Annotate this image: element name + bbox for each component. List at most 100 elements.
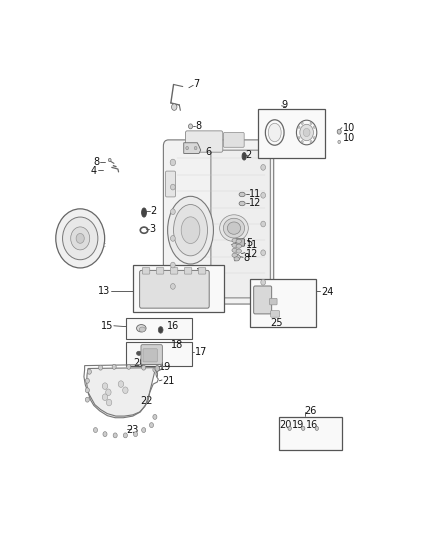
Circle shape [261,192,265,198]
Circle shape [127,365,131,369]
Circle shape [310,122,312,125]
Ellipse shape [236,249,241,253]
Circle shape [113,433,117,438]
Bar [258,109,325,158]
Text: 12: 12 [246,248,258,259]
Circle shape [172,104,177,110]
Circle shape [85,388,89,393]
Ellipse shape [137,325,146,332]
Circle shape [85,397,89,402]
Text: 20: 20 [279,420,291,430]
Ellipse shape [232,243,237,247]
Circle shape [141,427,146,432]
Text: 11: 11 [246,240,258,251]
FancyBboxPatch shape [271,311,279,317]
FancyBboxPatch shape [141,345,162,365]
Ellipse shape [242,152,246,160]
Ellipse shape [158,327,163,333]
Ellipse shape [239,201,245,206]
Circle shape [85,378,89,383]
Circle shape [106,399,112,406]
Circle shape [108,158,111,161]
Ellipse shape [232,253,237,257]
Text: 23: 23 [127,425,139,435]
Circle shape [338,140,341,143]
FancyBboxPatch shape [143,349,157,362]
FancyBboxPatch shape [163,140,274,304]
FancyBboxPatch shape [185,131,223,152]
Bar [279,417,342,450]
Ellipse shape [139,327,145,332]
Polygon shape [87,368,156,418]
Ellipse shape [219,215,248,241]
Text: 8: 8 [244,253,250,263]
Text: 18: 18 [171,340,183,350]
Text: 3: 3 [150,224,156,235]
Circle shape [106,389,111,395]
FancyBboxPatch shape [142,268,150,274]
FancyBboxPatch shape [211,150,270,298]
Circle shape [134,432,138,437]
Text: 1: 1 [61,216,67,226]
Circle shape [56,209,105,268]
Text: 13: 13 [98,286,110,296]
FancyBboxPatch shape [223,133,244,147]
Circle shape [261,250,265,256]
Text: 9: 9 [282,100,288,110]
Circle shape [155,366,159,372]
Ellipse shape [141,208,146,217]
Bar [126,318,192,339]
Text: 2: 2 [151,206,157,216]
Circle shape [300,124,314,141]
Ellipse shape [234,257,240,261]
Circle shape [76,233,84,243]
Circle shape [188,124,193,129]
Bar [126,342,192,366]
Circle shape [123,387,128,393]
Circle shape [313,136,315,139]
Circle shape [301,122,303,125]
Text: 15: 15 [101,321,113,331]
Text: 24: 24 [321,287,333,297]
Circle shape [170,236,175,241]
Text: 17: 17 [194,348,207,358]
Circle shape [153,415,157,419]
FancyBboxPatch shape [254,286,272,314]
Text: 7: 7 [193,79,199,88]
Ellipse shape [223,219,244,238]
FancyBboxPatch shape [156,268,164,274]
Circle shape [102,383,108,390]
Text: 10: 10 [343,133,355,143]
Text: 16: 16 [167,321,179,331]
Text: 14: 14 [196,268,208,278]
Circle shape [298,126,300,128]
Text: 4: 4 [91,166,97,176]
Text: 26: 26 [304,406,317,416]
Circle shape [303,128,310,136]
FancyBboxPatch shape [198,268,206,274]
Ellipse shape [236,244,241,248]
Circle shape [288,426,291,431]
Circle shape [310,141,312,143]
Text: 8: 8 [196,121,202,131]
Circle shape [301,426,305,431]
FancyBboxPatch shape [166,171,176,197]
Circle shape [93,427,98,432]
Circle shape [103,432,107,437]
Ellipse shape [137,351,141,356]
Circle shape [112,365,116,369]
Ellipse shape [181,217,200,244]
Ellipse shape [232,248,237,252]
Circle shape [315,426,318,431]
Text: 20: 20 [133,358,145,368]
FancyBboxPatch shape [270,298,277,305]
Text: 2: 2 [245,150,251,160]
Text: 8: 8 [93,157,99,167]
Ellipse shape [232,238,237,243]
FancyBboxPatch shape [184,268,192,274]
Circle shape [170,262,175,268]
Text: 10: 10 [343,124,355,133]
Circle shape [170,284,175,289]
Text: 6: 6 [205,147,211,157]
Text: 19: 19 [292,420,304,430]
